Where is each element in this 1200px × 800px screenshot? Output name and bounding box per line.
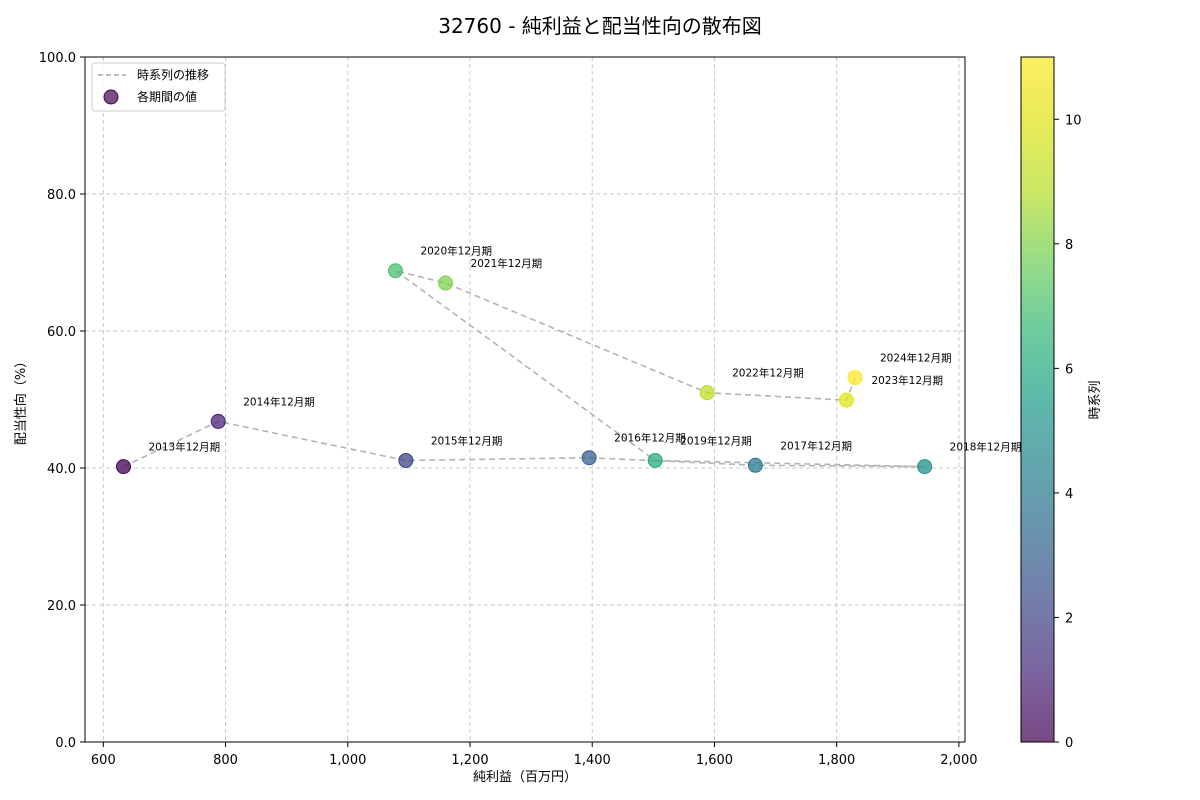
point-label: 2023年12月期 bbox=[871, 374, 943, 387]
chart-title: 32760 - 純利益と配当性向の散布図 bbox=[438, 14, 762, 38]
y-tick-label: 60.0 bbox=[47, 325, 76, 340]
colorbar: 0 2 4 6 8 10 時系列 bbox=[1020, 56, 1103, 751]
point-label: 2021年12月期 bbox=[471, 257, 543, 270]
trend-line bbox=[123, 269, 925, 468]
x-tick-label: 600 bbox=[91, 753, 116, 768]
y-tick-label: 40.0 bbox=[47, 462, 76, 477]
point-label: 2019年12月期 bbox=[680, 434, 752, 447]
data-point bbox=[398, 452, 414, 468]
colorbar-ticks: 0 2 4 6 8 10 bbox=[1054, 113, 1082, 751]
data-point bbox=[847, 370, 863, 386]
data-point bbox=[838, 392, 854, 408]
point-labels-group: 2013年12月期 2014年12月期 2015年12月期 2016年12月期 2017… bbox=[149, 245, 1022, 454]
point-label: 2015年12月期 bbox=[431, 434, 503, 447]
point-label: 2014年12月期 bbox=[243, 395, 315, 408]
x-tick-label: 1,200 bbox=[451, 753, 488, 768]
colorbar-tick-label: 10 bbox=[1065, 113, 1082, 128]
plot-frame bbox=[84, 56, 966, 743]
point-label: 2017年12月期 bbox=[780, 439, 852, 452]
y-tick-label: 20.0 bbox=[47, 599, 76, 614]
y-tick-label: 80.0 bbox=[47, 188, 76, 203]
y-axis: 0.0 20.0 40.0 60.0 80.0 100.0 bbox=[39, 51, 85, 751]
grid bbox=[85, 56, 965, 743]
plot-area bbox=[85, 57, 965, 742]
point-label: 2018年12月期 bbox=[950, 441, 1022, 454]
legend-item-points: 各期間の値 bbox=[137, 89, 197, 104]
point-label: 2013年12月期 bbox=[149, 441, 221, 454]
y-axis-label: 配当性向（%） bbox=[13, 355, 29, 445]
points-group bbox=[116, 263, 933, 475]
point-label: 2022年12月期 bbox=[732, 367, 804, 380]
legend-item-trend: 時系列の推移 bbox=[137, 68, 209, 82]
x-axis: 600 800 1,000 1,200 1,400 1,600 1,800 2,000 bbox=[91, 742, 977, 768]
trend-line-group bbox=[123, 269, 925, 468]
colorbar-tick-label: 2 bbox=[1065, 611, 1073, 626]
x-tick-label: 1,800 bbox=[818, 753, 855, 768]
x-tick-label: 1,400 bbox=[574, 753, 611, 768]
data-point bbox=[747, 457, 763, 473]
data-point bbox=[387, 263, 403, 279]
data-point bbox=[647, 452, 663, 468]
data-point bbox=[438, 275, 454, 291]
x-tick-label: 800 bbox=[213, 753, 238, 768]
x-tick-label: 1,000 bbox=[329, 753, 366, 768]
data-point bbox=[699, 385, 715, 401]
data-point bbox=[210, 413, 226, 429]
point-label: 2020年12月期 bbox=[420, 245, 492, 258]
x-tick-label: 2,000 bbox=[940, 753, 977, 768]
legend: 時系列の推移 各期間の値 bbox=[91, 62, 226, 112]
point-label: 2024年12月期 bbox=[880, 352, 952, 365]
data-point bbox=[581, 450, 597, 466]
colorbar-tick-label: 0 bbox=[1065, 736, 1073, 751]
x-tick-label: 1,600 bbox=[696, 753, 733, 768]
y-tick-label: 100.0 bbox=[39, 51, 76, 66]
point-label: 2016年12月期 bbox=[614, 432, 686, 445]
data-point bbox=[116, 459, 131, 475]
colorbar-tick-label: 8 bbox=[1065, 238, 1073, 253]
data-point bbox=[917, 459, 933, 475]
legend-marker-swatch bbox=[103, 89, 119, 105]
colorbar-tick-label: 6 bbox=[1065, 362, 1073, 377]
colorbar-label: 時系列 bbox=[1088, 380, 1103, 419]
colorbar-tick-label: 4 bbox=[1065, 487, 1073, 502]
y-tick-label: 0.0 bbox=[55, 736, 76, 751]
colorbar-gradient bbox=[1020, 56, 1055, 743]
x-axis-label: 純利益（百万円） bbox=[473, 770, 577, 785]
